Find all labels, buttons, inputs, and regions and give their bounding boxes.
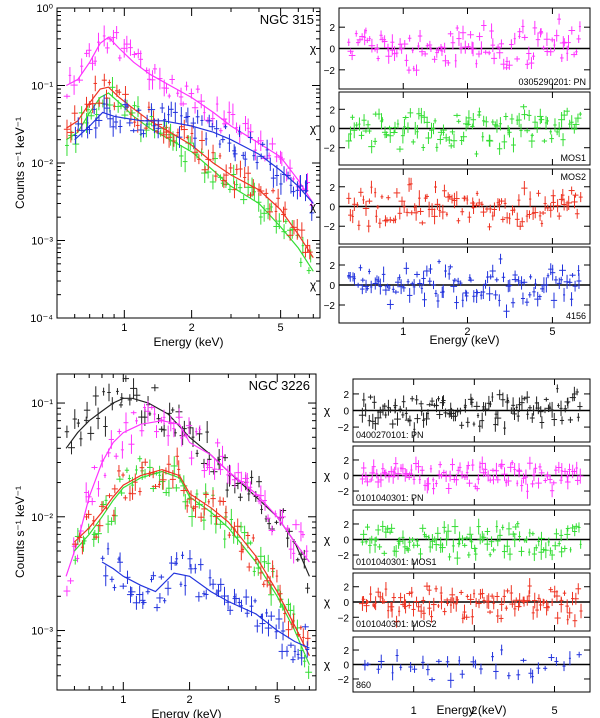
residual-y-tick-label: −2 xyxy=(338,613,350,624)
residual-y-tick-label: 0 xyxy=(343,536,349,547)
residual-panel-label: 0101040301: PN xyxy=(356,493,424,503)
residual-x-tick-label: 2 xyxy=(464,326,470,338)
y-tick-label: 10⁰ xyxy=(36,3,53,15)
residual-y-tick-label: 0 xyxy=(343,472,349,483)
y-tick-label: 10⁻² xyxy=(31,158,53,170)
residual-y-tick-label: 0 xyxy=(329,203,335,214)
x-tick-label: 5 xyxy=(274,694,280,706)
plot-frame xyxy=(56,373,317,691)
y-tick-label: 10⁻¹ xyxy=(31,398,53,410)
residual-series xyxy=(362,644,582,688)
residual-y-tick-label: 2 xyxy=(343,390,349,401)
residual-panel-label: 0305290201: PN xyxy=(518,77,586,87)
residual-y-tick-label: −2 xyxy=(338,487,350,498)
residual-y-tick-label: −2 xyxy=(338,423,350,434)
residual-x-tick-label: 2 xyxy=(471,705,477,717)
model-curve xyxy=(65,92,314,272)
series-4156 xyxy=(73,94,315,221)
y-tick-label: 10⁻⁴ xyxy=(30,313,53,325)
residual-x-axis-label: Energy (keV) xyxy=(436,703,506,717)
residual-y-tick-label: 0 xyxy=(343,407,349,418)
residual-y-tick-label: 2 xyxy=(343,583,349,594)
model-curve xyxy=(66,36,314,204)
residual-y-tick-label: −2 xyxy=(324,144,336,155)
residual-series xyxy=(358,578,583,628)
residual-y-axis-label: χ xyxy=(324,404,331,418)
x-axis-label: Energy (keV) xyxy=(151,707,221,718)
residual-y-tick-label: −2 xyxy=(324,66,336,77)
series-pn xyxy=(63,25,314,212)
series-0400270101-pn xyxy=(64,375,310,594)
y-axis-label: Counts s⁻¹ keV⁻¹ xyxy=(13,117,27,209)
residual-series xyxy=(347,253,582,318)
residual-y-tick-label: 2 xyxy=(343,456,349,467)
residual-panel-label: MOS1 xyxy=(560,153,586,163)
residual-series xyxy=(345,104,582,158)
residual-y-tick-label: −2 xyxy=(324,222,336,233)
residual-y-axis-label: χ xyxy=(324,533,331,547)
y-axis-label: Counts s⁻¹ keV⁻¹ xyxy=(13,486,27,578)
series-860 xyxy=(100,542,310,666)
residual-panel-label: 0101040301: MOS2 xyxy=(356,619,437,629)
x-tick-label: 1 xyxy=(120,694,126,706)
residual-y-axis-label: χ xyxy=(310,278,317,292)
residual-panel-label: MOS2 xyxy=(560,172,586,182)
residual-y-tick-label: −2 xyxy=(324,301,336,312)
y-tick-label: 10⁻³ xyxy=(31,236,53,248)
residual-y-tick-label: 2 xyxy=(329,105,335,116)
x-tick-label: 2 xyxy=(187,694,193,706)
model-curve xyxy=(65,397,310,577)
model-curve xyxy=(73,470,310,666)
x-tick-label: 2 xyxy=(189,322,195,334)
y-tick-label: 10⁻¹ xyxy=(31,81,53,93)
residual-series xyxy=(360,518,582,565)
residual-panel-label: 860 xyxy=(356,680,371,690)
residual-y-tick-label: 2 xyxy=(343,646,349,657)
residual-series xyxy=(347,13,581,76)
residual-y-axis-label: χ xyxy=(324,469,331,483)
x-tick-label: 1 xyxy=(121,322,127,334)
residual-y-tick-label: 2 xyxy=(343,520,349,531)
residual-x-tick-label: 1 xyxy=(411,705,417,717)
residual-x-axis-label: Energy (keV) xyxy=(429,333,499,347)
model-curve xyxy=(65,86,314,259)
residual-series xyxy=(346,177,583,233)
residual-y-tick-label: 2 xyxy=(329,23,335,34)
residual-y-tick-label: 2 xyxy=(329,183,335,194)
chart-title: NGC 3226 xyxy=(249,378,310,393)
model-curve xyxy=(101,561,310,649)
residual-y-axis-label: χ xyxy=(310,42,317,56)
residual-panel-label: 4156 xyxy=(566,311,586,321)
residual-y-tick-label: 0 xyxy=(329,125,335,136)
residual-y-tick-label: 2 xyxy=(329,261,335,272)
residual-y-axis-label: χ xyxy=(310,122,317,136)
residual-panel-label: 0400270101: PN xyxy=(356,430,424,440)
residual-x-tick-label: 1 xyxy=(400,326,406,338)
chart-title: NGC 315 xyxy=(260,12,314,27)
residual-y-tick-label: −2 xyxy=(338,675,350,686)
x-tick-label: 5 xyxy=(278,322,284,334)
x-axis-label: Energy (keV) xyxy=(153,335,223,349)
residual-panel-label: 0101040301: MOS1 xyxy=(356,557,437,567)
y-tick-label: 10⁻² xyxy=(31,512,53,524)
residual-y-tick-label: 0 xyxy=(343,598,349,609)
residual-y-axis-label: χ xyxy=(324,658,331,672)
residual-series xyxy=(359,456,584,499)
residual-y-axis-label: χ xyxy=(310,200,317,214)
residual-y-tick-label: −2 xyxy=(338,551,350,562)
residual-y-tick-label: 0 xyxy=(329,45,335,56)
series-0101040301-mos2 xyxy=(71,447,311,657)
residual-x-tick-label: 5 xyxy=(551,705,557,717)
residual-y-tick-label: 0 xyxy=(343,661,349,672)
residual-series xyxy=(358,384,583,437)
residual-x-tick-label: 5 xyxy=(549,326,555,338)
y-tick-label: 10⁻³ xyxy=(31,626,53,638)
residual-y-tick-label: 0 xyxy=(329,281,335,292)
series-0101040301-mos1 xyxy=(73,455,313,679)
residual-y-axis-label: χ xyxy=(324,595,331,609)
